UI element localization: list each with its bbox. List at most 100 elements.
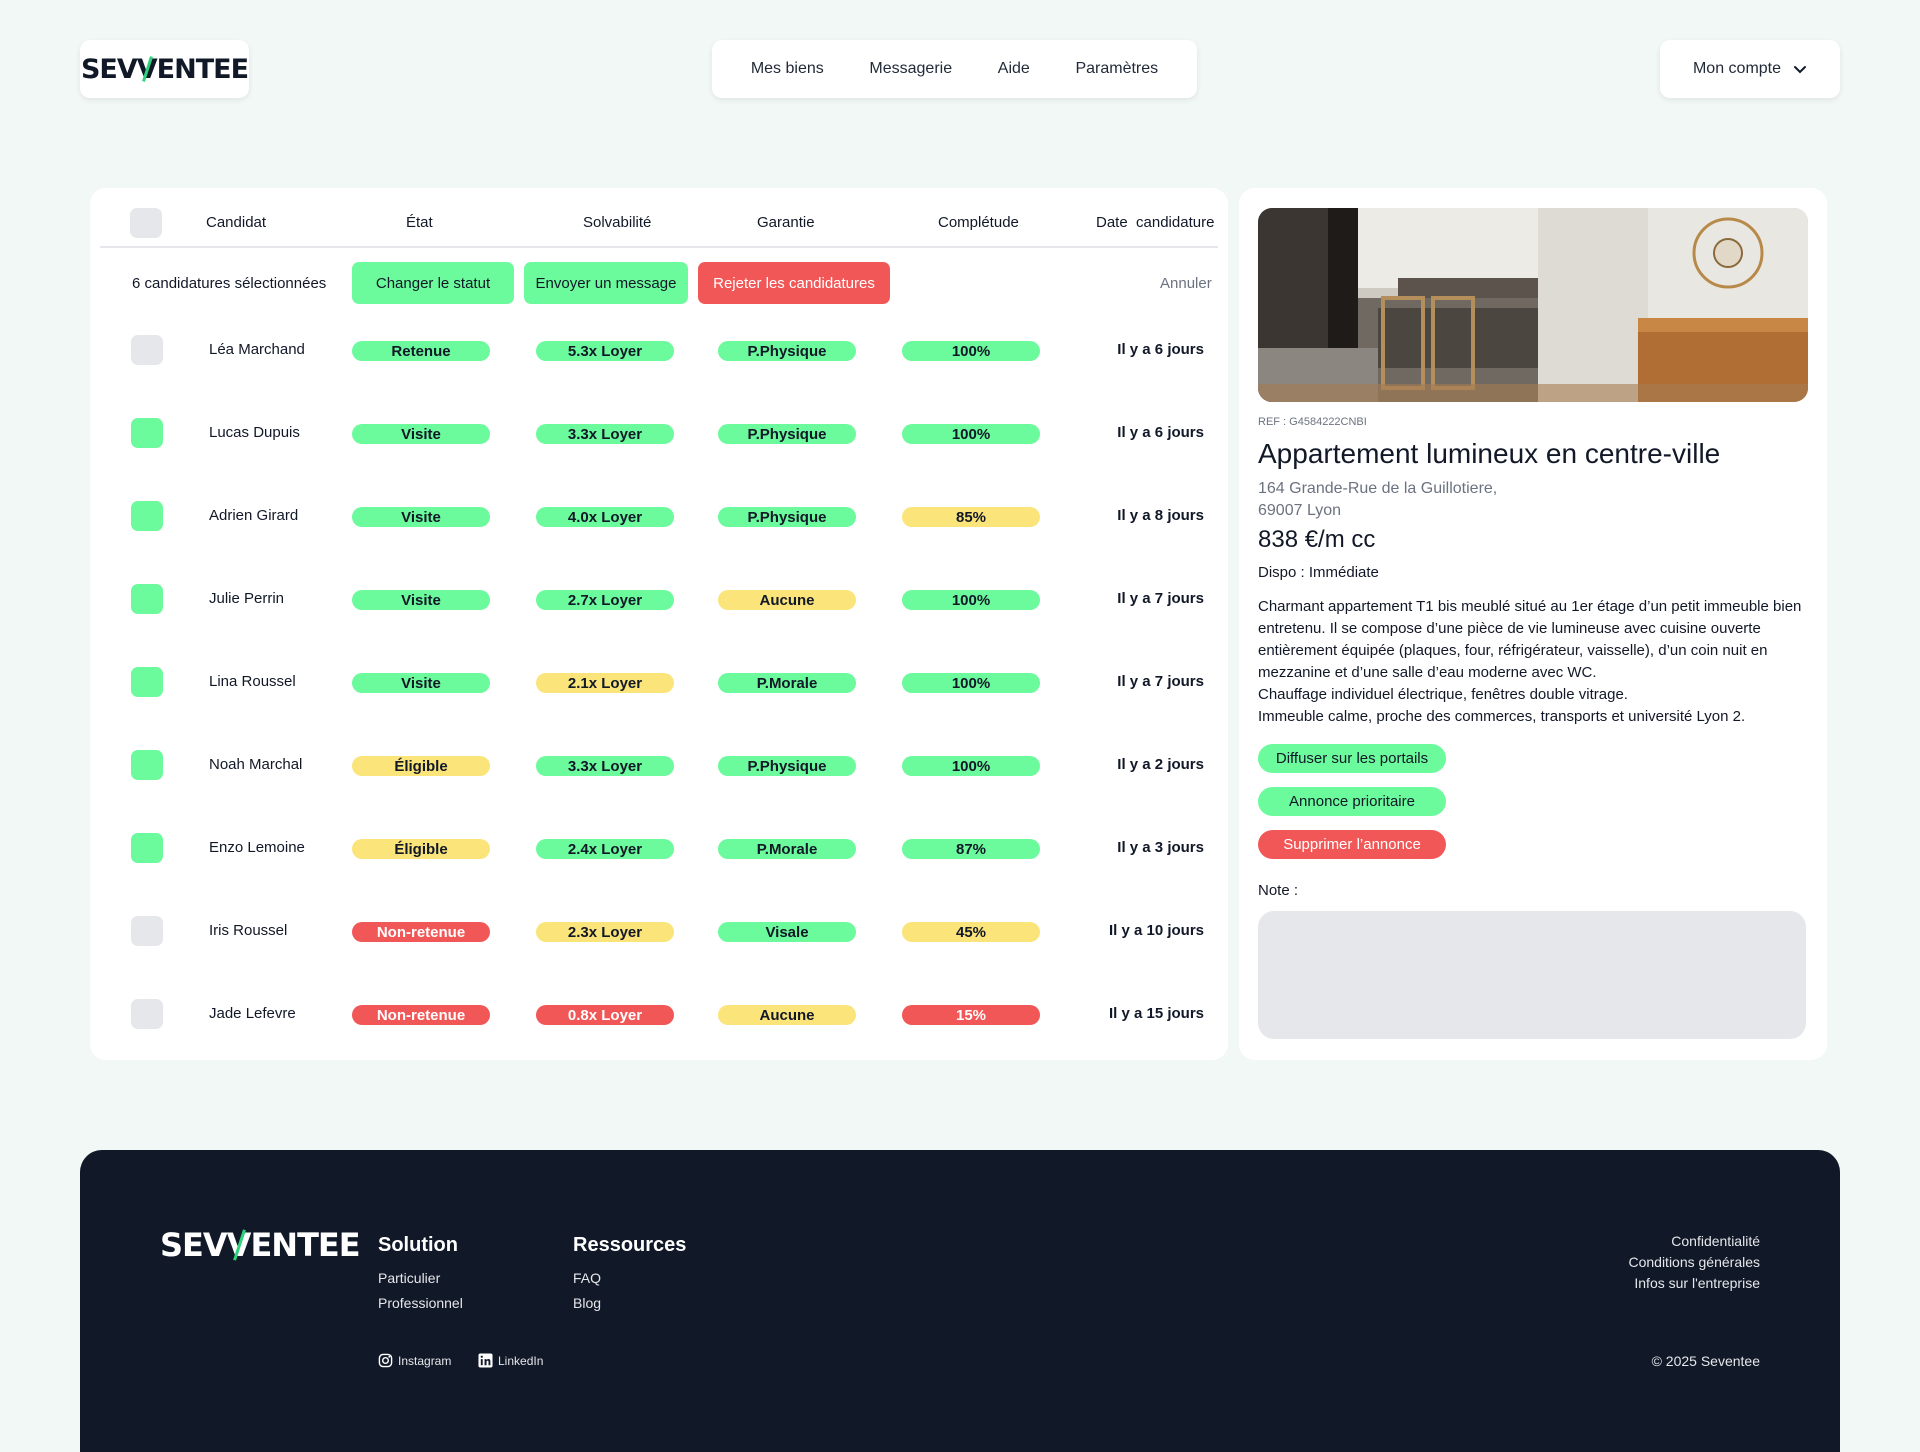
table-row[interactable]: Enzo Lemoine Éligible 2.4x Loyer P.Morale 87… <box>90 810 1228 893</box>
table-row[interactable]: Lucas Dupuis Visite 3.3x Loyer P.Physique 10… <box>90 395 1228 478</box>
note-field[interactable] <box>1258 911 1806 1039</box>
footer-link-conditions[interactable]: Conditions générales <box>1628 1254 1760 1270</box>
footer-link-blog[interactable]: Blog <box>573 1295 602 1311</box>
guarantee-badge: P.Physique <box>718 507 856 527</box>
table-row[interactable]: Iris Roussel Non-retenue 2.3x Loyer Visale 4… <box>90 893 1228 976</box>
delete-listing-button[interactable]: Supprimer l’annonce <box>1258 830 1446 859</box>
solvency-badge: 3.3x Loyer <box>536 756 674 776</box>
listing-price: 838 €/m cc <box>1258 526 1376 553</box>
linkedin-icon <box>478 1353 493 1368</box>
row-checkbox[interactable] <box>131 750 163 780</box>
table-header: Candidat État Solvabilité Garantie Compl… <box>100 188 1218 248</box>
footer-link-faq[interactable]: FAQ <box>573 1270 602 1286</box>
candidate-name[interactable]: Lina Roussel <box>209 673 296 690</box>
address-line-1: 164 Grande-Rue de la Guillotiere, <box>1258 480 1498 497</box>
completeness-badge: 87% <box>902 839 1040 859</box>
logo-card[interactable]: SEVVENTEE <box>80 40 249 98</box>
priority-listing-button[interactable]: Annonce prioritaire <box>1258 787 1446 816</box>
row-checkbox[interactable] <box>131 667 163 697</box>
row-checkbox[interactable] <box>131 584 163 614</box>
table-row[interactable]: Julie Perrin Visite 2.7x Loyer Aucune 100% Il… <box>90 561 1228 644</box>
candidate-name[interactable]: Léa Marchand <box>209 341 305 358</box>
guarantee-badge: P.Morale <box>718 839 856 859</box>
row-checkbox[interactable] <box>131 916 163 946</box>
completeness-badge: 15% <box>902 1005 1040 1025</box>
row-checkbox[interactable] <box>131 501 163 531</box>
solvency-badge: 2.7x Loyer <box>536 590 674 610</box>
table-row[interactable]: Adrien Girard Visite 4.0x Loyer P.Physique 8… <box>90 478 1228 561</box>
guarantee-badge: Aucune <box>718 1005 856 1025</box>
status-badge: Retenue <box>352 341 490 361</box>
listing-ref: REF : G4584222CNBI <box>1258 416 1367 428</box>
guarantee-badge: Aucune <box>718 590 856 610</box>
candidate-name[interactable]: Jade Lefevre <box>209 1005 296 1022</box>
instagram-label: Instagram <box>398 1353 452 1368</box>
listing-description: Charmant appartement T1 bis meublé situé… <box>1258 596 1813 728</box>
diffuse-portals-button[interactable]: Diffuser sur les portails <box>1258 744 1446 773</box>
row-checkbox[interactable] <box>131 335 163 365</box>
footer-linkedin-link[interactable]: LinkedIn <box>478 1353 543 1368</box>
send-message-button[interactable]: Envoyer un message <box>524 262 688 304</box>
candidate-name[interactable]: Iris Roussel <box>209 922 288 939</box>
table-row[interactable]: Noah Marchal Éligible 3.3x Loyer P.Physique… <box>90 727 1228 810</box>
nav-parametres[interactable]: Paramètres <box>1075 60 1159 77</box>
footer-solution-title: Solution <box>378 1234 458 1256</box>
solvency-badge: 3.3x Loyer <box>536 424 674 444</box>
solvency-badge: 2.3x Loyer <box>536 922 674 942</box>
application-date: Il y a 2 jours <box>1117 756 1204 773</box>
candidate-name[interactable]: Lucas Dupuis <box>209 424 300 441</box>
footer-logo[interactable]: SEVVENTEE <box>160 1226 361 1264</box>
cancel-selection-button[interactable]: Annuler <box>1160 275 1212 292</box>
status-badge: Éligible <box>352 756 490 776</box>
footer-link-professionnel[interactable]: Professionnel <box>378 1295 463 1311</box>
guarantee-badge: Visale <box>718 922 856 942</box>
description-paragraph: Charmant appartement T1 bis meublé situé… <box>1258 598 1802 681</box>
header-date: Date candidature <box>1096 214 1215 231</box>
row-checkbox[interactable] <box>131 418 163 448</box>
bulk-actions-bar: 6 candidatures sélectionnées Changer le … <box>90 262 1228 306</box>
chevron-down-icon <box>1794 65 1807 73</box>
row-checkbox[interactable] <box>131 999 163 1029</box>
reject-applications-button[interactable]: Rejeter les candidatures <box>698 262 890 304</box>
candidate-name[interactable]: Adrien Girard <box>209 507 299 524</box>
select-all-checkbox[interactable] <box>130 208 162 238</box>
account-label: Mon compte <box>1692 60 1782 77</box>
guarantee-badge: P.Physique <box>718 424 856 444</box>
candidate-name[interactable]: Julie Perrin <box>209 590 285 607</box>
footer-link-particulier[interactable]: Particulier <box>378 1270 441 1286</box>
application-date: Il y a 7 jours <box>1117 673 1204 690</box>
account-menu-button[interactable]: Mon compte <box>1660 40 1840 98</box>
candidate-name[interactable]: Enzo Lemoine <box>209 839 305 856</box>
footer-instagram-link[interactable]: Instagram <box>378 1353 451 1368</box>
listing-photo[interactable] <box>1258 208 1808 402</box>
candidate-name[interactable]: Noah Marchal <box>209 756 303 773</box>
seventee-logo: SEVVENTEE <box>80 53 249 85</box>
table-row[interactable]: Lina Roussel Visite 2.1x Loyer P.Morale 100%… <box>90 644 1228 727</box>
nav-mes-biens[interactable]: Mes biens <box>750 60 824 77</box>
application-date: Il y a 15 jours <box>1108 1005 1204 1022</box>
table-row[interactable]: Jade Lefevre Non-retenue 0.8x Loyer Aucune 1… <box>90 976 1228 1059</box>
completeness-badge: 100% <box>902 756 1040 776</box>
listing-title: Appartement lumineux en centre-ville <box>1258 438 1721 469</box>
row-checkbox[interactable] <box>131 833 163 863</box>
application-date: Il y a 6 jours <box>1117 424 1204 441</box>
description-paragraph: Chauffage individuel électrique, fenêtre… <box>1258 686 1628 703</box>
footer-link-infos[interactable]: Infos sur l'entreprise <box>1634 1275 1760 1291</box>
change-status-button[interactable]: Changer le statut <box>352 262 514 304</box>
status-badge: Visite <box>352 673 490 693</box>
nav-messagerie[interactable]: Messagerie <box>869 60 953 77</box>
table-row[interactable]: Léa Marchand Retenue 5.3x Loyer P.Physique 1… <box>90 312 1228 395</box>
solvency-badge: 5.3x Loyer <box>536 341 674 361</box>
solvency-badge: 0.8x Loyer <box>536 1005 674 1025</box>
candidates-table: Candidat État Solvabilité Garantie Compl… <box>90 188 1228 1060</box>
footer-link-confidentialite[interactable]: Confidentialité <box>1671 1233 1760 1249</box>
completeness-badge: 100% <box>902 590 1040 610</box>
status-badge: Visite <box>352 507 490 527</box>
guarantee-badge: P.Physique <box>718 756 856 776</box>
status-badge: Éligible <box>352 839 490 859</box>
header-solvabilite: Solvabilité <box>583 214 652 231</box>
completeness-badge: 100% <box>902 673 1040 693</box>
status-badge: Non-retenue <box>352 922 490 942</box>
nav-aide[interactable]: Aide <box>997 60 1030 77</box>
completeness-badge: 100% <box>902 424 1040 444</box>
